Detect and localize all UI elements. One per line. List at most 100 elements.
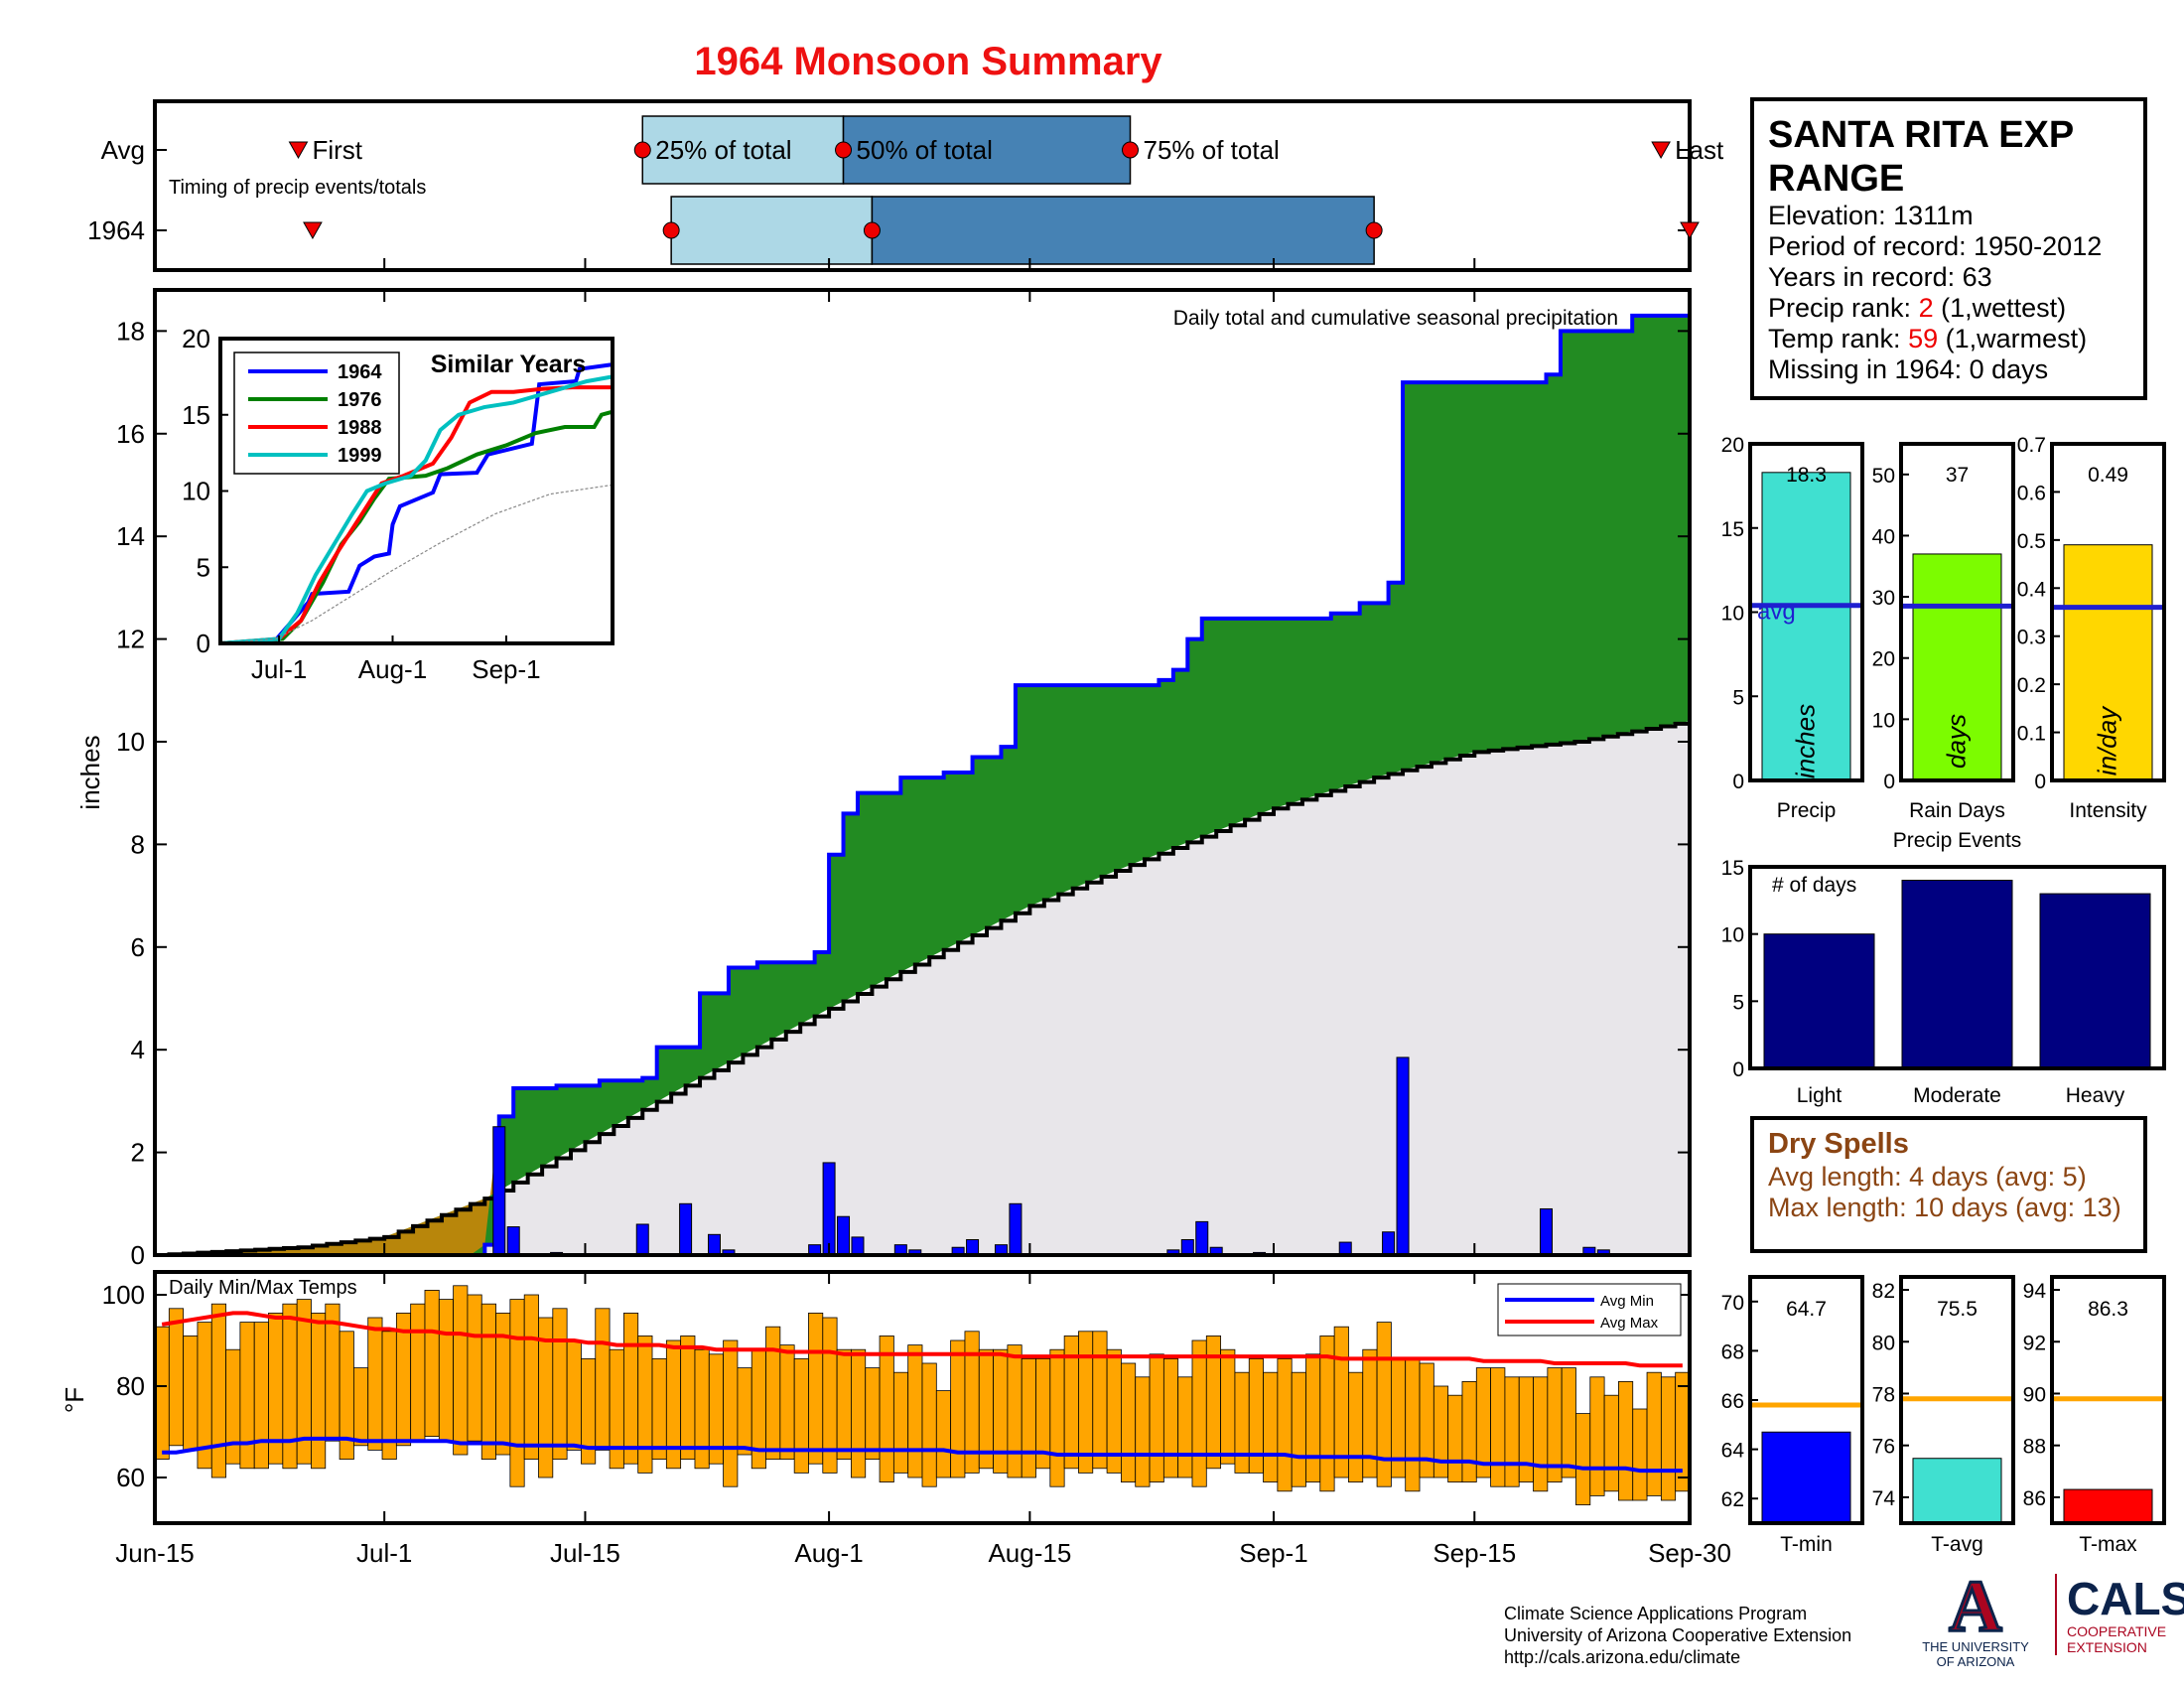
similar-year-line (219, 385, 613, 645)
xtick-label: Sep-1 (1239, 1538, 1307, 1568)
credits-url[interactable]: http://cals.arizona.edu/climate (1504, 1647, 1741, 1667)
value-label: 0.49 (2088, 464, 2128, 487)
daily-temp-bar (1333, 1326, 1349, 1478)
small-ytick-label: 0.1 (2017, 723, 2046, 746)
daily-temp-bar (1305, 1353, 1321, 1483)
daily-temp-bar (1504, 1376, 1520, 1487)
precip-ytick-label: 6 (131, 932, 145, 962)
avg-label: avg (1757, 599, 1796, 626)
daily-precip-bar (822, 1162, 836, 1256)
xtick-label: Sep-30 (1648, 1538, 1731, 1568)
daily-temp-bar (836, 1348, 852, 1460)
daily-temp-bar (1177, 1376, 1193, 1478)
temp-bar-ytick-label: 92 (2023, 1332, 2046, 1354)
events-ytick-label: 15 (1721, 857, 1744, 880)
events-frame (1748, 865, 2166, 1070)
value-label: 18.3 (1786, 464, 1827, 487)
temp-bar-ytick-label: 78 (1872, 1383, 1895, 1406)
daily-temp-bar (225, 1348, 241, 1465)
precip-ytick-label: 8 (131, 829, 145, 859)
event-category-label: Heavy (2066, 1084, 2125, 1107)
daily-temp-bar (1049, 1348, 1065, 1487)
event-bar (1763, 933, 1875, 1069)
missing-days: Missing in 1964: 0 days (1768, 354, 2049, 384)
temp-ylabel: °F (60, 1387, 89, 1413)
daily-temp-bar (1660, 1376, 1677, 1501)
daily-temp-bar (1007, 1344, 1023, 1478)
temp-bar-title: T-avg (1931, 1533, 1983, 1556)
small-ytick-label: 5 (1732, 686, 1744, 709)
inset-ytick-label: 5 (197, 552, 210, 582)
figure-title: 1964 Monsoon Summary (694, 40, 1162, 83)
daily-temp-bar (253, 1322, 269, 1470)
daily-precip-bar (837, 1215, 851, 1256)
temp-bar-ytick-label: 94 (2023, 1280, 2047, 1303)
daily-temp-bar (765, 1326, 781, 1460)
daily-temp-bar (1277, 1358, 1293, 1492)
daily-temp-bar (1632, 1408, 1648, 1501)
daily-precip-bar (1009, 1202, 1023, 1256)
temp-bar-ytick-label: 74 (1872, 1487, 1896, 1510)
precip-ytick-label: 4 (131, 1035, 145, 1064)
daily-temp-bar (694, 1348, 710, 1470)
small-ytick-label: 0.3 (2017, 627, 2046, 649)
temp-rank-value: 59 (1908, 324, 1939, 353)
quantile-marker (1365, 221, 1383, 239)
daily-temp-bar (1561, 1367, 1576, 1478)
daily-temp-bar (1263, 1371, 1279, 1482)
temp-bar-ytick-label: 62 (1721, 1488, 1744, 1511)
daily-temp-bar (1220, 1348, 1236, 1465)
daily-temp-bar (1149, 1353, 1164, 1483)
xtick-label: Aug-15 (988, 1538, 1071, 1568)
precip-ytick-label: 16 (116, 419, 145, 449)
below-average-area (155, 1116, 499, 1255)
precip-ytick-label: 14 (116, 521, 145, 551)
small-bar-title: Intensity (2069, 799, 2147, 822)
small-ytick-label: 0 (1732, 771, 1744, 793)
xtick-label: Jul-15 (550, 1538, 620, 1568)
daily-temp-bar (1589, 1376, 1605, 1496)
temp-value-bar (1912, 1458, 2002, 1524)
inset-ytick-label: 10 (182, 477, 210, 506)
daily-temp-bar (311, 1313, 327, 1470)
daily-temp-bar (1191, 1339, 1207, 1487)
last-label: Last (1675, 135, 1724, 165)
small-ytick-label: 0.6 (2017, 482, 2046, 504)
daily-temp-bar (950, 1339, 966, 1478)
daily-precip-bar (1382, 1231, 1396, 1256)
daily-temp-bar (410, 1303, 426, 1442)
daily-temp-bar (1433, 1385, 1449, 1478)
ua-text2: OF ARIZONA (1936, 1654, 2015, 1669)
cals-wordmark: CALS (2067, 1573, 2184, 1624)
daily-temp-bar (438, 1299, 455, 1442)
daily-precip-bar (1180, 1238, 1194, 1256)
temp-rank-label: Temp rank: (1768, 324, 1901, 353)
temp-rank-row: Temp rank: 59 (1,warmest) (1768, 324, 2129, 354)
timing-q2-box (871, 196, 1375, 265)
daily-precip-bar (851, 1236, 865, 1256)
temp-bar-ytick-label: 86 (2023, 1487, 2046, 1510)
daily-temp-bar (480, 1303, 496, 1460)
station-elevation: Elevation: 1311m (1768, 201, 1974, 230)
q75-label: 75% of total (1144, 135, 1280, 165)
inset-title: Similar Years (431, 351, 587, 378)
daily-temp-bar (1533, 1376, 1549, 1492)
daily-temp-bar (282, 1303, 298, 1470)
daily-temp-bar (793, 1358, 809, 1474)
small-ytick-label: 0 (2034, 771, 2046, 793)
daily-temp-bar (1162, 1358, 1179, 1478)
daily-temp-bar (993, 1348, 1009, 1474)
inset-xtick-label: Sep-1 (472, 654, 540, 684)
small-bar-frame (1899, 442, 2015, 782)
small-ytick-label: 0.4 (2017, 578, 2047, 601)
timing-row-label: 1964 (87, 215, 145, 245)
temp-legend-label: Avg Max (1600, 1315, 1659, 1332)
xtick-label: Jun-15 (115, 1538, 195, 1568)
daily-temp-bar (1234, 1371, 1250, 1474)
temp-bar-ytick-label: 80 (1872, 1332, 1895, 1354)
small-ytick-label: 0.2 (2017, 674, 2046, 697)
temp-bar-ytick-label: 88 (2023, 1436, 2046, 1459)
events-ytick-label: 5 (1732, 991, 1744, 1014)
daily-temp-bar (622, 1313, 639, 1465)
